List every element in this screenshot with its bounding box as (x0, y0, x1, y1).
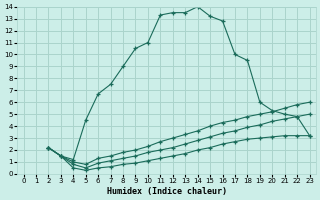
X-axis label: Humidex (Indice chaleur): Humidex (Indice chaleur) (107, 187, 227, 196)
